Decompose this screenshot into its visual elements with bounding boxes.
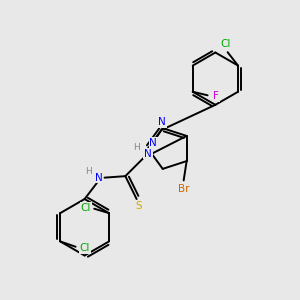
Text: N: N bbox=[95, 172, 103, 183]
Text: H: H bbox=[85, 167, 92, 176]
Text: S: S bbox=[136, 201, 142, 211]
Text: N: N bbox=[158, 117, 166, 127]
Text: Cl: Cl bbox=[220, 39, 231, 49]
Text: H: H bbox=[133, 142, 140, 152]
Text: N: N bbox=[149, 138, 157, 148]
Text: Cl: Cl bbox=[79, 243, 90, 253]
Text: Cl: Cl bbox=[81, 203, 91, 213]
Text: F: F bbox=[213, 91, 219, 101]
Text: Br: Br bbox=[178, 184, 189, 194]
Text: N: N bbox=[144, 148, 152, 159]
